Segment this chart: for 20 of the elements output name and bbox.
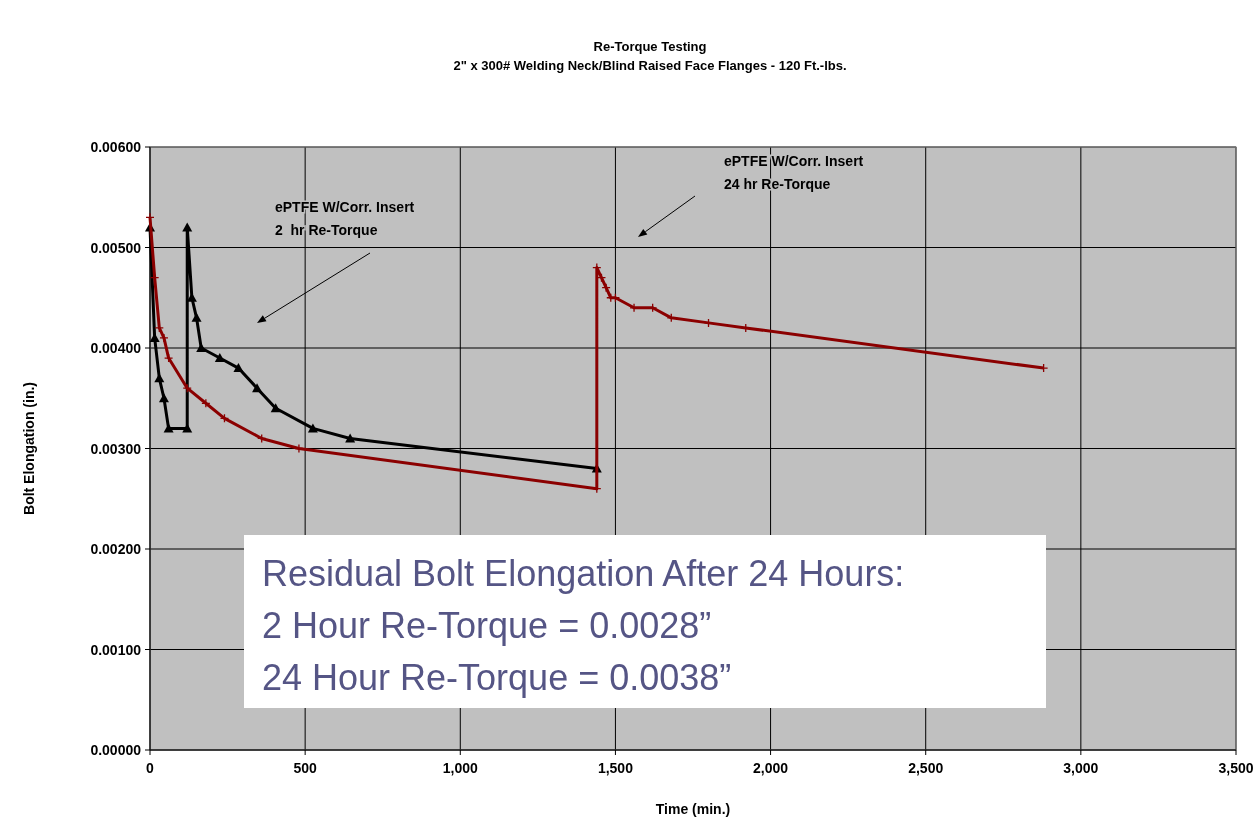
chart-subtitle: 2" x 300# Welding Neck/Blind Raised Face Flanges - 120 Ft.-lbs. [453,58,847,73]
x-tick-label: 500 [293,760,318,776]
x-tick-label: 0 [146,760,155,776]
y-axis-title: Bolt Elongation (in.) [21,382,37,515]
x-tick-label: 1,000 [442,760,479,776]
chart-title: Re-Torque Testing [593,39,707,54]
y-tick-label: 0.00500 [90,239,142,256]
x-tick-label: 2,000 [753,760,789,776]
y-tick-label: 0.00300 [90,440,142,457]
annotation: Residual Bolt Elongation After 24 Hours: 2 Hour Re-Torque = 0.0028” 24 Hour Re-Torque = 0.0038” [262,553,905,698]
x-tick-label: 1,500 [597,760,634,776]
x-tick-label: 3,000 [1063,760,1099,776]
x-axis-title: Time (min.) [655,801,731,817]
x-tick-label: 3,500 [1218,760,1254,776]
x-tick-label: 2,500 [908,760,944,776]
y-tick-label: 0.00600 [90,139,142,155]
y-tick-label: 0.00000 [90,742,142,758]
y-tick-label: 0.00100 [90,641,142,658]
y-tick-label: 0.00200 [90,541,142,557]
y-tick-label: 0.00400 [90,340,142,356]
